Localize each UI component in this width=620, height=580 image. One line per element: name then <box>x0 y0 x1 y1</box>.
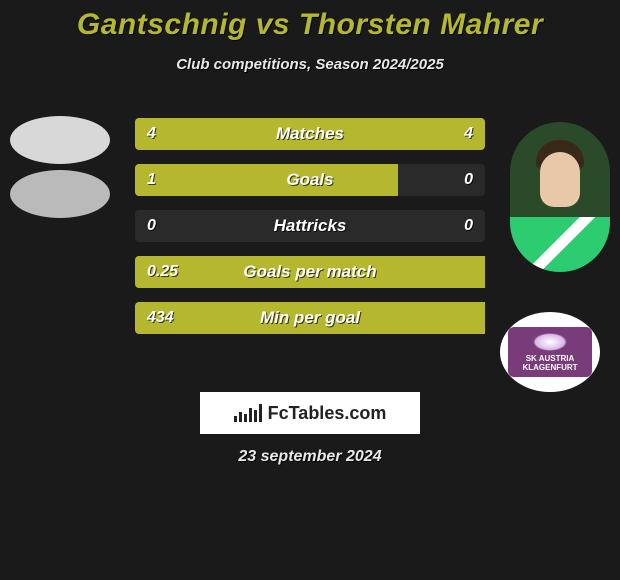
subtitle: Club competitions, Season 2024/2025 <box>0 56 620 73</box>
portrait-shirt <box>510 217 610 272</box>
player2-club-badge: SK AUSTRIA KLAGENFURT <box>500 312 600 392</box>
player2-portrait <box>510 122 610 272</box>
generated-date: 23 september 2024 <box>0 448 620 466</box>
stat-label: Goals per match <box>135 256 485 288</box>
chart-icon-bar <box>244 414 247 422</box>
stat-row: 0Hattricks0 <box>135 210 485 242</box>
stat-label: Goals <box>135 164 485 196</box>
stat-row: 1Goals0 <box>135 164 485 196</box>
stat-label: Hattricks <box>135 210 485 242</box>
stat-row: 0.25Goals per match <box>135 256 485 288</box>
club-name-line2: KLAGENFURT <box>522 364 577 373</box>
chart-icon-bar <box>239 412 242 422</box>
chart-icon-bar <box>249 408 252 422</box>
stat-label: Matches <box>135 118 485 150</box>
chart-icon-bar <box>259 404 262 422</box>
player1-avatar-placeholder <box>10 116 110 164</box>
chart-icon <box>234 404 264 422</box>
comparison-stats: 4Matches41Goals00Hattricks00.25Goals per… <box>135 118 485 348</box>
brand-watermark: FcTables.com <box>200 392 420 434</box>
portrait-head <box>540 152 580 207</box>
brand-text: FcTables.com <box>268 403 387 424</box>
stat-value-right: 4 <box>464 118 473 150</box>
chart-icon-bar <box>234 416 237 422</box>
stat-value-right: 0 <box>464 164 473 196</box>
page-title: Gantschnig vs Thorsten Mahrer <box>0 0 620 42</box>
player1-club-placeholder <box>10 170 110 218</box>
stat-value-right: 0 <box>464 210 473 242</box>
club-badge-inner: SK AUSTRIA KLAGENFURT <box>508 327 592 377</box>
stat-label: Min per goal <box>135 302 485 334</box>
stat-row: 4Matches4 <box>135 118 485 150</box>
stat-row: 434Min per goal <box>135 302 485 334</box>
chart-icon-bar <box>254 410 257 422</box>
